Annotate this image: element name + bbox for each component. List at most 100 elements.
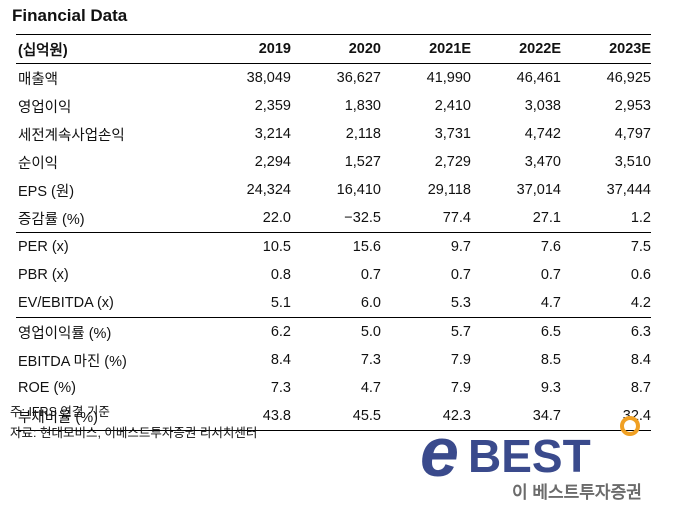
table-cell: 5.0 bbox=[360, 324, 381, 340]
table-cell: 22.0 bbox=[262, 210, 291, 226]
table-cell: 0.8 bbox=[270, 267, 291, 283]
table-cell: 45.5 bbox=[352, 408, 381, 424]
row-label: 매출액 bbox=[18, 71, 59, 88]
row-label: 증감률 (%) bbox=[18, 211, 85, 228]
table-cell: 4,742 bbox=[524, 126, 561, 142]
table-cell: 2,294 bbox=[254, 154, 291, 170]
row-label: PER (x) bbox=[18, 239, 69, 255]
table-row: ROE (%) 7.3 4.7 7.9 9.3 8.7 bbox=[16, 374, 651, 402]
table-cell: 5.7 bbox=[450, 324, 471, 340]
table-body: 매출액 38,049 36,627 41,990 46,461 46,925 영업이익 2,3… bbox=[16, 64, 651, 431]
table-cell: 1,830 bbox=[344, 98, 381, 114]
row-label: 순이익 bbox=[18, 155, 59, 172]
table-row: 매출액 38,049 36,627 41,990 46,461 46,925 bbox=[16, 64, 651, 93]
table-cell: 3,731 bbox=[434, 126, 471, 142]
table-cell: 2,118 bbox=[345, 126, 381, 142]
table-cell: 29,118 bbox=[427, 182, 471, 198]
year-header: 2019 bbox=[258, 41, 291, 57]
table-cell: 6.0 bbox=[360, 295, 381, 311]
table-cell: 36,627 bbox=[336, 70, 381, 86]
source-note: 자료: 현대모비스, 이베스트투자증권 리서치센터 bbox=[10, 426, 258, 440]
table-cell: 42.3 bbox=[442, 408, 471, 424]
table-cell: 3,470 bbox=[524, 154, 561, 170]
table-cell: 0.7 bbox=[450, 267, 471, 283]
financial-table: (십억원) 2019 2020 2021E 2022E 2023E 매출액 38,049 36… bbox=[16, 34, 651, 431]
table-cell: 4.2 bbox=[630, 295, 651, 311]
row-label: 영업이익 bbox=[18, 99, 72, 116]
table-cell: 7.9 bbox=[450, 352, 471, 368]
row-label: 영업이익률 (%) bbox=[18, 325, 112, 342]
table-cell: 10.5 bbox=[262, 239, 291, 255]
basis-note: 주: IFRS 연결 기준 bbox=[10, 405, 110, 419]
table-cell: 43.8 bbox=[262, 408, 291, 424]
row-label: EBITDA 마진 (%) bbox=[18, 353, 127, 370]
table-cell: 5.3 bbox=[450, 295, 471, 311]
logo-e-mark: e bbox=[420, 414, 459, 491]
table-row: 증감률 (%) 22.0 −32.5 77.4 27.1 1.2 bbox=[16, 204, 651, 233]
table-cell: 46,925 bbox=[606, 70, 651, 86]
table-cell: 7.9 bbox=[450, 380, 471, 396]
logo-wordmark: BEST bbox=[468, 430, 591, 482]
table-cell: 15.6 bbox=[352, 239, 381, 255]
year-header: 2022E bbox=[519, 41, 561, 57]
table-cell: 0.6 bbox=[630, 267, 651, 283]
table-row: PER (x) 10.5 15.6 9.7 7.6 7.5 bbox=[16, 233, 651, 262]
table-cell: 37,014 bbox=[516, 182, 561, 198]
table-cell: 7.3 bbox=[270, 380, 291, 396]
table-cell: 1.2 bbox=[630, 210, 651, 226]
table-cell: 8.4 bbox=[270, 352, 291, 368]
table-cell: −32.5 bbox=[344, 210, 381, 226]
table-cell: 7.6 bbox=[540, 239, 561, 255]
table-cell: 4,797 bbox=[614, 126, 651, 142]
logo-dot-icon bbox=[620, 416, 640, 436]
table-cell: 8.4 bbox=[630, 352, 651, 368]
table-row: EPS (원) 24,324 16,410 29,118 37,014 37,444 bbox=[16, 176, 651, 204]
table-cell: 2,410 bbox=[434, 98, 471, 114]
year-header: 2021E bbox=[429, 41, 471, 57]
table-cell: 2,953 bbox=[614, 98, 651, 114]
table-cell: 5.1 bbox=[270, 295, 291, 311]
table-cell: 16,410 bbox=[336, 182, 381, 198]
row-label: ROE (%) bbox=[18, 380, 76, 396]
table-cell: 4.7 bbox=[540, 295, 561, 311]
table-row: EV/EBITDA (x) 5.1 6.0 5.3 4.7 4.2 bbox=[16, 289, 651, 318]
table-cell: 8.7 bbox=[630, 380, 651, 396]
table-cell: 9.7 bbox=[450, 239, 471, 255]
footnotes: 주: IFRS 연결 기준 자료: 현대모비스, 이베스트투자증권 리서치센터 bbox=[10, 402, 257, 444]
table-cell: 7.3 bbox=[360, 352, 381, 368]
table-cell: 6.2 bbox=[270, 324, 291, 340]
row-label: EV/EBITDA (x) bbox=[18, 295, 114, 311]
table-row: EBITDA 마진 (%) 8.4 7.3 7.9 8.5 8.4 bbox=[16, 346, 651, 374]
table-cell: 8.5 bbox=[540, 352, 561, 368]
row-label: 세전계속사업손익 bbox=[18, 127, 125, 144]
table-cell: 6.5 bbox=[540, 324, 561, 340]
year-header: 2023E bbox=[609, 41, 651, 57]
table-row: 영업이익률 (%) 6.2 5.0 5.7 6.5 6.3 bbox=[16, 318, 651, 347]
table-cell: 0.7 bbox=[360, 267, 381, 283]
unit-header: (십억원) bbox=[18, 42, 68, 59]
table-cell: 0.7 bbox=[540, 267, 561, 283]
table-cell: 77.4 bbox=[442, 210, 471, 226]
table-row: 영업이익 2,359 1,830 2,410 3,038 2,953 bbox=[16, 92, 651, 120]
page-title: Financial Data bbox=[12, 6, 128, 25]
year-header: 2020 bbox=[348, 41, 381, 57]
table-cell: 27.1 bbox=[532, 210, 561, 226]
table-cell: 24,324 bbox=[246, 182, 291, 198]
table-cell: 7.5 bbox=[630, 239, 651, 255]
table-cell: 4.7 bbox=[360, 380, 381, 396]
table-cell: 46,461 bbox=[516, 70, 561, 86]
table-cell: 6.3 bbox=[630, 324, 651, 340]
ebest-logo: e BEST 이 베스트투자증권 bbox=[420, 414, 642, 502]
table-cell: 3,214 bbox=[254, 126, 291, 142]
table-cell: 38,049 bbox=[246, 70, 291, 86]
table-cell: 37,444 bbox=[606, 182, 651, 198]
row-label: EPS (원) bbox=[18, 183, 75, 200]
table-row: 세전계속사업손익 3,214 2,118 3,731 4,742 4,797 bbox=[16, 120, 651, 148]
row-label: PBR (x) bbox=[18, 267, 69, 283]
table-cell: 2,729 bbox=[434, 154, 471, 170]
table-cell: 9.3 bbox=[540, 380, 561, 396]
table-cell: 3,510 bbox=[614, 154, 651, 170]
table-cell: 3,038 bbox=[524, 98, 561, 114]
table-cell: 1,527 bbox=[344, 154, 381, 170]
table-row: PBR (x) 0.8 0.7 0.7 0.7 0.6 bbox=[16, 261, 651, 289]
